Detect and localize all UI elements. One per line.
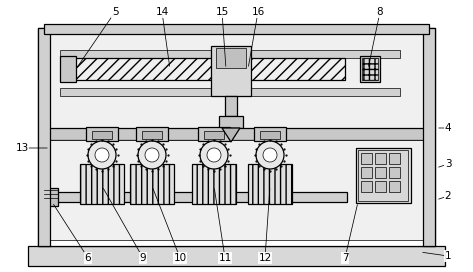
Bar xyxy=(254,127,286,141)
Bar xyxy=(44,188,58,206)
Bar xyxy=(44,32,429,132)
Text: 4: 4 xyxy=(445,123,451,133)
Text: 5: 5 xyxy=(112,7,118,17)
Text: 11: 11 xyxy=(219,253,232,263)
Bar xyxy=(361,181,372,192)
Bar xyxy=(360,56,380,82)
Text: 2: 2 xyxy=(445,191,451,201)
Bar xyxy=(136,127,168,141)
Bar xyxy=(198,127,230,141)
Bar xyxy=(260,131,280,139)
Bar xyxy=(44,24,429,34)
Circle shape xyxy=(256,141,284,169)
Bar xyxy=(38,28,435,246)
Text: 14: 14 xyxy=(155,7,169,17)
Circle shape xyxy=(138,141,166,169)
Bar xyxy=(362,58,378,80)
Circle shape xyxy=(200,141,228,169)
Bar xyxy=(423,28,435,246)
Text: 7: 7 xyxy=(342,253,348,263)
Bar xyxy=(60,50,400,58)
Circle shape xyxy=(263,148,277,162)
Bar xyxy=(356,148,411,203)
Bar xyxy=(142,131,162,139)
Text: 12: 12 xyxy=(258,253,272,263)
Polygon shape xyxy=(222,128,240,142)
Bar xyxy=(86,127,118,141)
Bar xyxy=(211,46,251,96)
Bar xyxy=(60,88,400,96)
Circle shape xyxy=(145,148,159,162)
Text: 15: 15 xyxy=(215,7,228,17)
Bar xyxy=(248,164,292,204)
Text: 1: 1 xyxy=(445,251,451,261)
Text: 13: 13 xyxy=(16,143,29,153)
Bar xyxy=(28,246,445,266)
Bar xyxy=(225,96,237,116)
Bar xyxy=(375,167,386,178)
Circle shape xyxy=(207,148,221,162)
Bar xyxy=(389,153,400,164)
Bar xyxy=(389,167,400,178)
Text: 8: 8 xyxy=(377,7,383,17)
Bar xyxy=(80,164,124,204)
Circle shape xyxy=(95,148,109,162)
Bar xyxy=(361,153,372,164)
Bar xyxy=(75,58,345,80)
Bar xyxy=(44,128,429,140)
Text: 6: 6 xyxy=(85,253,91,263)
Bar xyxy=(130,164,174,204)
Bar xyxy=(216,48,246,68)
Bar xyxy=(219,116,243,128)
Text: 10: 10 xyxy=(174,253,186,263)
Bar xyxy=(92,131,112,139)
Bar xyxy=(389,181,400,192)
Bar xyxy=(192,164,236,204)
Text: 3: 3 xyxy=(445,159,451,169)
Bar xyxy=(361,167,372,178)
Bar xyxy=(38,28,50,246)
Text: 9: 9 xyxy=(140,253,146,263)
Bar xyxy=(52,192,347,202)
Circle shape xyxy=(88,141,116,169)
Text: 16: 16 xyxy=(251,7,264,17)
Bar xyxy=(44,140,429,240)
Bar xyxy=(375,153,386,164)
Bar xyxy=(60,56,76,82)
Bar xyxy=(375,181,386,192)
Bar xyxy=(358,150,408,201)
Bar xyxy=(204,131,224,139)
